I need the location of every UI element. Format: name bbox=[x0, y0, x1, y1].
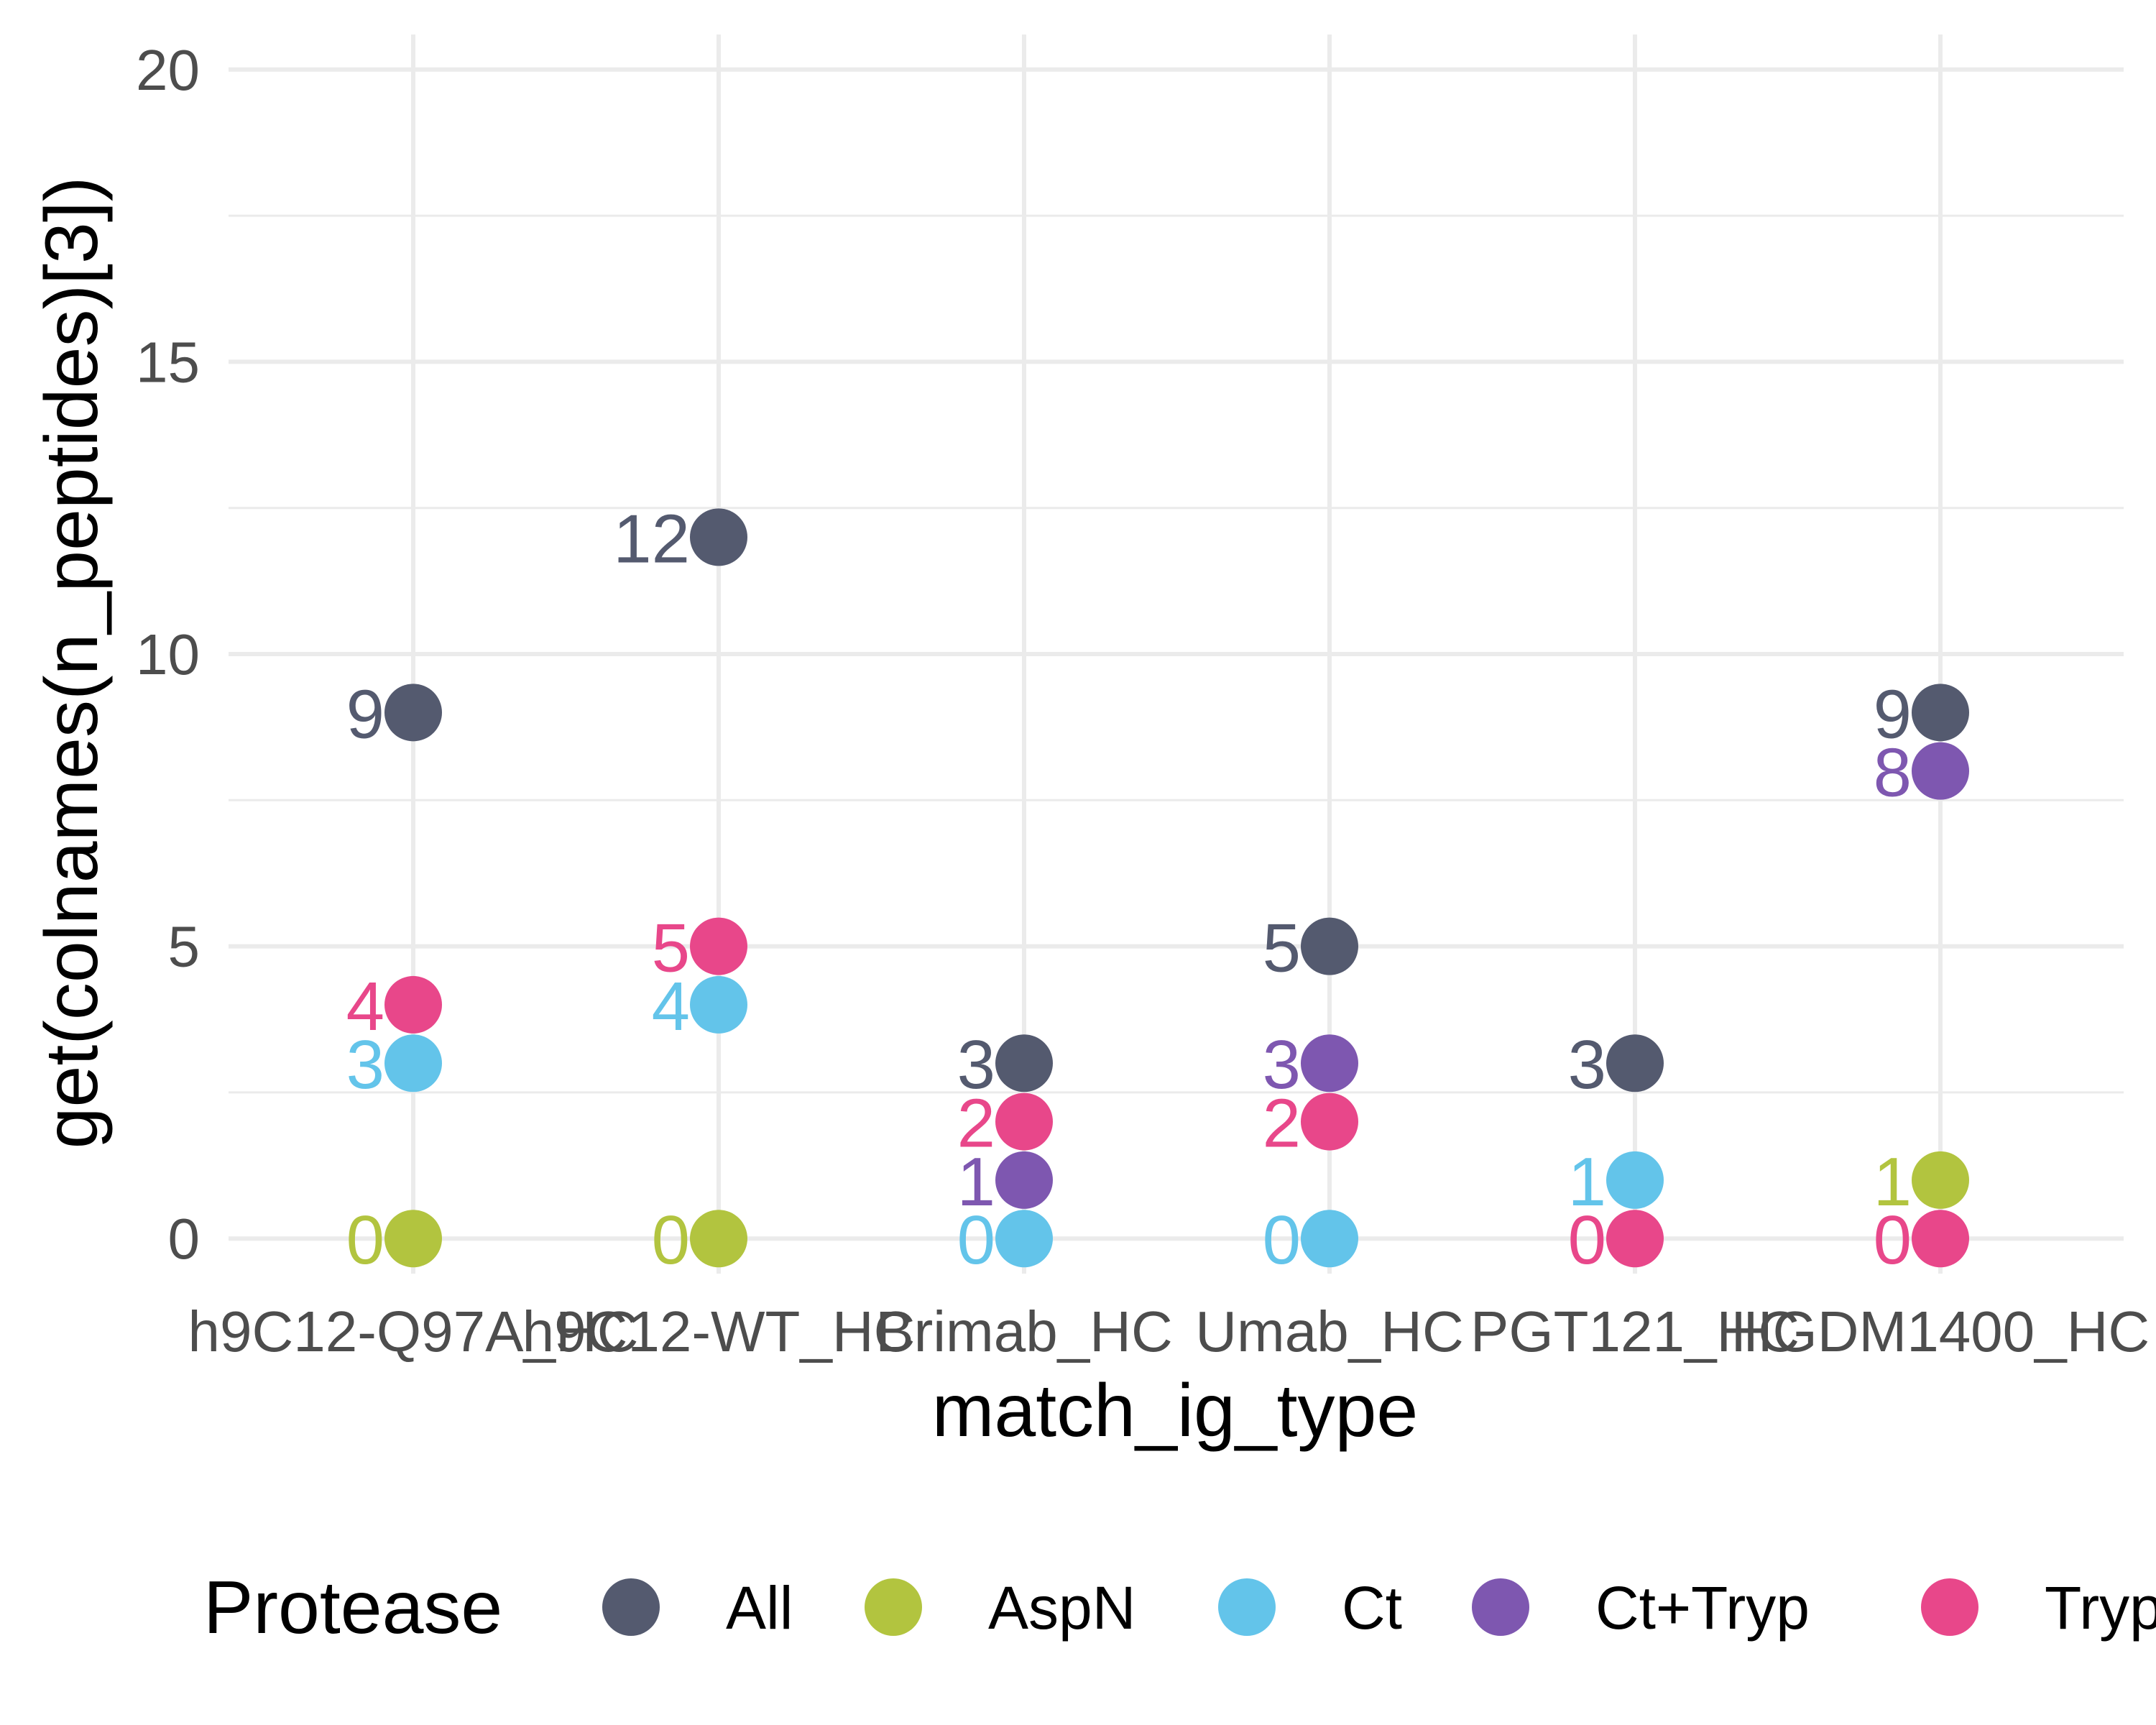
data-point bbox=[690, 917, 747, 975]
legend-label: All bbox=[726, 1574, 793, 1642]
data-label: 3 bbox=[346, 1026, 384, 1103]
y-tick-labels: 0 5 10 15 20 bbox=[136, 38, 200, 1271]
x-tick-label: h9C12-Q97A_HC bbox=[188, 1300, 639, 1363]
y-tick-label: 10 bbox=[136, 622, 200, 686]
data-label: 1 bbox=[1568, 1144, 1606, 1220]
data-point bbox=[1912, 684, 1969, 742]
legend-label: Ct+Tryp bbox=[1595, 1574, 1810, 1642]
data-point bbox=[690, 975, 747, 1034]
data-point bbox=[1912, 1210, 1969, 1268]
legend: Protease All AspN Ct Ct+Tryp Tryp bbox=[203, 1566, 2156, 1650]
data-label: 9 bbox=[346, 676, 384, 753]
legend-items: All AspN Ct Ct+Tryp Tryp bbox=[602, 1574, 2156, 1642]
legend-key bbox=[1472, 1578, 1529, 1636]
data-label: 0 bbox=[1263, 1202, 1301, 1279]
legend-key bbox=[865, 1578, 922, 1636]
x-tick-label: HGDM1400_HC bbox=[1731, 1300, 2150, 1363]
y-tick-label: 0 bbox=[168, 1207, 201, 1271]
data-label: 3 bbox=[957, 1026, 995, 1103]
data-label: 8 bbox=[1874, 735, 1912, 811]
data-label: 12 bbox=[613, 500, 690, 577]
data-point bbox=[384, 975, 442, 1034]
grid-major bbox=[229, 34, 2124, 1274]
data-point bbox=[384, 684, 442, 742]
x-tick-label: PGT121_HC bbox=[1470, 1300, 1800, 1363]
y-tick-label: 15 bbox=[136, 330, 200, 394]
data-label: 2 bbox=[1263, 1085, 1301, 1162]
legend-key bbox=[1218, 1578, 1276, 1636]
data-label: 4 bbox=[346, 968, 384, 1045]
data-point bbox=[1301, 917, 1358, 975]
data-point bbox=[1301, 1092, 1358, 1151]
data-label: 1 bbox=[957, 1144, 995, 1220]
data-label: 1 bbox=[1874, 1144, 1912, 1220]
data-label: 3 bbox=[1263, 1026, 1301, 1103]
data-point bbox=[1301, 1034, 1358, 1092]
x-tick-label: Umab_HC bbox=[1195, 1300, 1463, 1363]
data-point bbox=[1606, 1034, 1664, 1092]
data-point bbox=[1606, 1151, 1664, 1209]
data-points bbox=[384, 508, 1969, 1268]
data-point bbox=[690, 508, 747, 566]
data-point bbox=[384, 1034, 442, 1092]
grid-minor bbox=[229, 214, 2124, 1094]
y-tick-label: 20 bbox=[136, 38, 200, 102]
data-label: 3 bbox=[1568, 1026, 1606, 1103]
data-point bbox=[1912, 1151, 1969, 1209]
data-point bbox=[995, 1034, 1053, 1092]
data-point bbox=[995, 1151, 1053, 1209]
x-tick-label: Brimab_HC bbox=[875, 1300, 1172, 1363]
data-point bbox=[384, 1210, 442, 1268]
data-label: 0 bbox=[652, 1202, 690, 1279]
data-point bbox=[1912, 742, 1969, 800]
data-point bbox=[1301, 1210, 1358, 1268]
legend-label: Ct bbox=[1342, 1574, 1402, 1642]
data-point bbox=[1606, 1210, 1664, 1268]
data-label: 5 bbox=[652, 910, 690, 987]
y-axis-title: get(colnames(n_peptides)[3]) bbox=[30, 177, 114, 1149]
legend-label: Tryp bbox=[2045, 1574, 2156, 1642]
y-tick-label: 5 bbox=[168, 915, 201, 979]
data-label: 5 bbox=[1263, 910, 1301, 987]
legend-key bbox=[602, 1578, 660, 1636]
data-label: 0 bbox=[1874, 1202, 1912, 1279]
legend-title: Protease bbox=[203, 1566, 502, 1650]
data-point bbox=[995, 1092, 1053, 1151]
data-point bbox=[995, 1210, 1053, 1268]
data-label: 0 bbox=[957, 1202, 995, 1279]
data-label: 0 bbox=[346, 1202, 384, 1279]
legend-label: AspN bbox=[988, 1574, 1135, 1642]
x-axis-title: match_ig_type bbox=[932, 1369, 1418, 1453]
data-label: 4 bbox=[652, 968, 690, 1045]
data-point bbox=[690, 1210, 747, 1268]
data-label: 9 bbox=[1874, 676, 1912, 753]
legend-key bbox=[1921, 1578, 1978, 1636]
data-label: 2 bbox=[957, 1085, 995, 1162]
data-label: 0 bbox=[1568, 1202, 1606, 1279]
x-tick-label: h9C12-WT_HC bbox=[522, 1300, 916, 1363]
